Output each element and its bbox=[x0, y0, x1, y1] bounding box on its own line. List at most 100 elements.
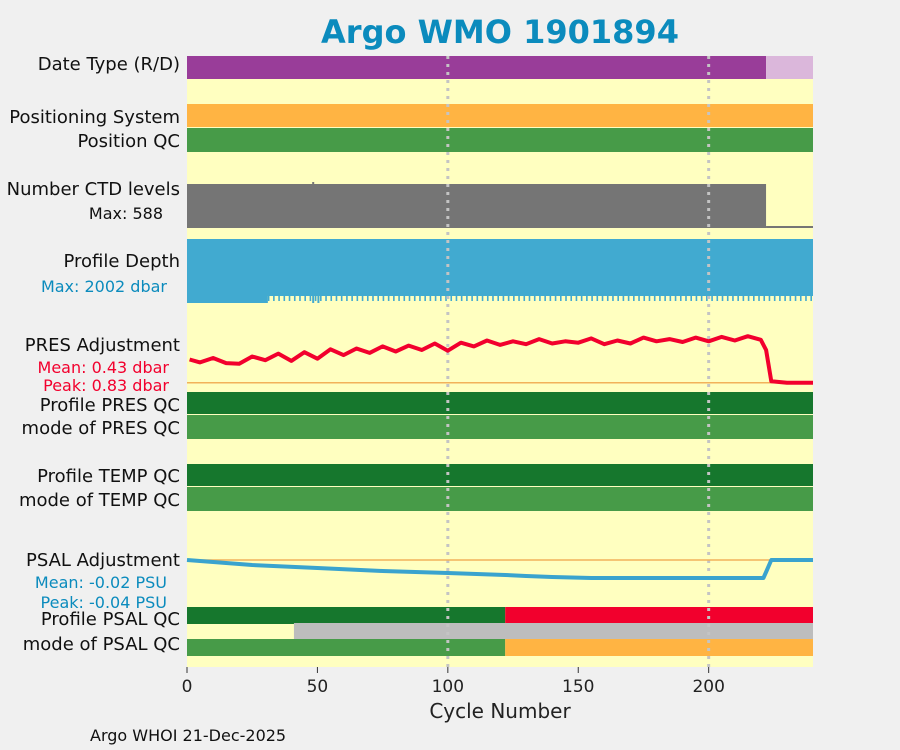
profile-depth-tick bbox=[309, 296, 312, 301]
profile-depth-tick bbox=[455, 296, 458, 301]
profile-depth-tick bbox=[377, 296, 380, 301]
profile-depth-tick bbox=[403, 296, 406, 301]
label-psal-mean: Mean: -0.02 PSU bbox=[35, 573, 167, 592]
profile-depth-tick bbox=[669, 296, 672, 301]
profile-depth-tick bbox=[283, 296, 286, 301]
profile-depth-tick bbox=[481, 296, 484, 301]
profile-depth-tick bbox=[408, 296, 411, 301]
profile-depth-tick bbox=[799, 296, 802, 301]
profile-depth-tick bbox=[320, 296, 322, 301]
profile-depth-tick bbox=[773, 296, 776, 301]
profile-depth-tick bbox=[518, 296, 520, 301]
label-mode-temp-qc: mode of TEMP QC bbox=[19, 490, 180, 511]
profile-depth-bar bbox=[187, 239, 813, 296]
profile-depth-tick bbox=[648, 296, 651, 301]
label-depth-max: Max: 2002 dbar bbox=[41, 277, 167, 296]
profile-depth-tick bbox=[721, 296, 724, 301]
label-mode-psal-qc: mode of PSAL QC bbox=[23, 634, 180, 655]
profile-depth-tick bbox=[716, 296, 719, 301]
x-tick-label-0: 0 bbox=[182, 677, 193, 697]
profile-depth-tick bbox=[429, 296, 432, 301]
profile-depth-tick bbox=[440, 296, 442, 301]
profile-psal-qc-overlay bbox=[293, 623, 814, 639]
profile-depth-tick bbox=[711, 296, 713, 301]
profile-depth-tick bbox=[419, 296, 421, 301]
profile-depth-tick bbox=[784, 296, 786, 301]
profile-depth-tick bbox=[633, 296, 635, 301]
profile-depth-tick bbox=[779, 296, 781, 301]
profile-depth-tick bbox=[544, 296, 546, 301]
mode_psal_qc-segment-0 bbox=[187, 639, 506, 656]
label-pres-adjustment: PRES Adjustment bbox=[25, 335, 180, 356]
profile-depth-tick bbox=[314, 296, 317, 301]
profile-depth-tick bbox=[601, 296, 604, 301]
profile-depth-tick bbox=[476, 296, 479, 301]
profile-depth-tick bbox=[486, 296, 489, 301]
profile-depth-tick bbox=[288, 296, 291, 301]
label-pres-mean: Mean: 0.43 dbar bbox=[38, 358, 170, 377]
date_type-segment-1 bbox=[766, 56, 813, 79]
profile-depth-tick bbox=[643, 296, 646, 301]
profile-depth-tick bbox=[627, 296, 630, 301]
label-ctd-levels: Number CTD levels bbox=[7, 179, 180, 200]
profile-depth-tick bbox=[700, 296, 703, 301]
profile-depth-tick bbox=[695, 296, 698, 301]
profile-depth-tick bbox=[273, 296, 275, 301]
x-tick-label-100: 100 bbox=[432, 677, 464, 697]
profile-depth-tick bbox=[617, 296, 619, 301]
profile-depth-tick bbox=[330, 296, 333, 301]
profile-depth-tick bbox=[450, 296, 453, 301]
profile-depth-tick bbox=[570, 296, 573, 301]
profile-depth-tick bbox=[753, 296, 755, 301]
profile-depth-spike bbox=[312, 288, 315, 303]
pres-adjustment-line bbox=[189, 334, 813, 385]
profile-depth-tick bbox=[747, 296, 750, 301]
chart-title: Argo WMO 1901894 bbox=[321, 13, 679, 51]
ctd-levels-tail bbox=[766, 226, 813, 228]
profile-depth-tick bbox=[460, 296, 463, 301]
profile-depth-tick bbox=[606, 296, 609, 301]
profile-depth-tick bbox=[737, 296, 739, 301]
label-profile-pres-qc: Profile PRES QC bbox=[40, 395, 180, 416]
profile-depth-tick bbox=[335, 296, 338, 301]
profile-depth-tick bbox=[789, 296, 792, 301]
label-psal-peak: Peak: -0.04 PSU bbox=[41, 593, 167, 612]
profile-depth-tick bbox=[533, 296, 536, 301]
label-positioning-system: Positioning System bbox=[9, 107, 180, 128]
profile-depth-tick bbox=[539, 296, 541, 301]
profile-depth-ticks bbox=[267, 296, 812, 301]
profile-depth-tick bbox=[340, 296, 343, 301]
profile-depth-tick bbox=[690, 296, 693, 301]
profile-depth-tick bbox=[351, 296, 353, 301]
profile-depth-tick bbox=[471, 296, 473, 301]
profile-depth-tick bbox=[366, 296, 369, 301]
profile-depth-early bbox=[187, 296, 268, 303]
profile-depth-tick bbox=[674, 296, 677, 301]
profile-depth-tick bbox=[591, 296, 593, 301]
profile-depth-tick bbox=[659, 296, 661, 301]
label-psal-adjustment: PSAL Adjustment bbox=[26, 550, 180, 571]
profile-depth-tick bbox=[726, 296, 729, 301]
psal-adjustment-line bbox=[186, 558, 813, 580]
mode_psal_qc-segment-1 bbox=[505, 639, 813, 656]
profile-depth-tick bbox=[361, 296, 364, 301]
profile-depth-tick bbox=[554, 296, 557, 301]
profile-depth-tick bbox=[424, 296, 426, 301]
profile_psal_qc-segment-0 bbox=[187, 607, 506, 624]
label-profile-temp-qc: Profile TEMP QC bbox=[37, 466, 180, 487]
profile-depth-tick bbox=[497, 296, 499, 301]
profile-depth-tick bbox=[304, 296, 306, 301]
positioning_system-segment-0 bbox=[187, 104, 813, 127]
profile-depth-tick bbox=[502, 296, 505, 301]
label-mode-pres-qc: mode of PRES QC bbox=[22, 418, 180, 439]
profile-depth-tick bbox=[278, 296, 280, 301]
mode_pres_qc-segment-0 bbox=[187, 415, 813, 439]
profile-depth-tick bbox=[706, 296, 708, 301]
profile-depth-tick bbox=[685, 296, 687, 301]
footer-text: Argo WHOI 21-Dec-2025 bbox=[90, 726, 286, 745]
profile-depth-tick bbox=[387, 296, 390, 301]
profile_pres_qc-segment-0 bbox=[187, 392, 813, 414]
profile-depth-tick bbox=[586, 296, 588, 301]
profile-depth-tick bbox=[523, 296, 526, 301]
